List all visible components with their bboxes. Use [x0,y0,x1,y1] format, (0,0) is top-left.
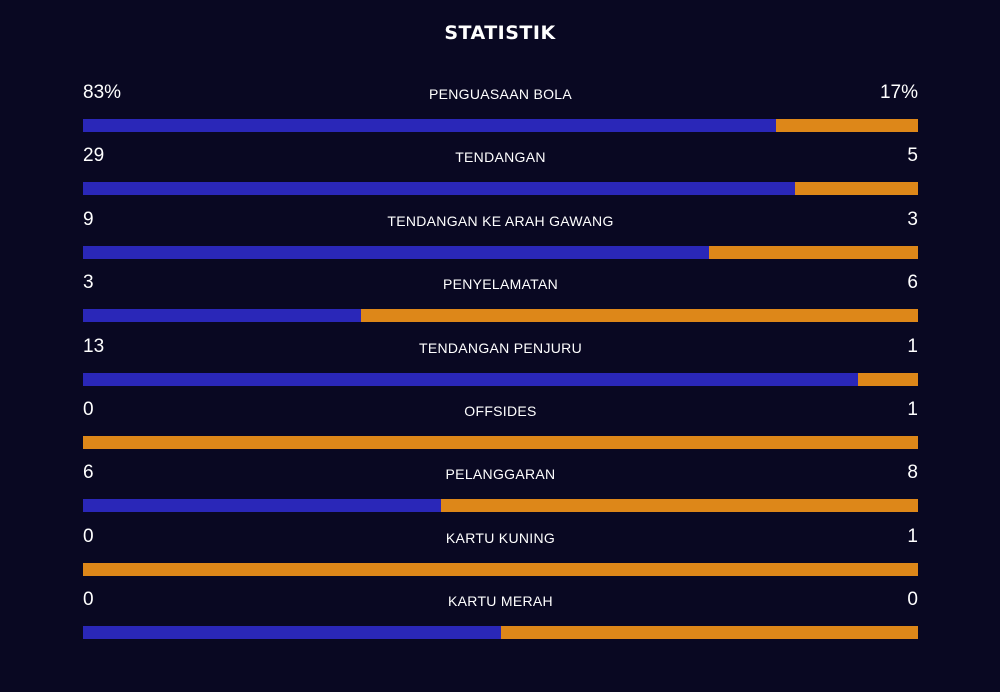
stat-label: PELANGGARAN [445,466,556,483]
stat-label: OFFSIDES [464,402,537,419]
stat-label: PENYELAMATAN [442,276,559,293]
stat-label: TENDANGAN [455,149,546,166]
page-title: STATISTIK [444,22,556,44]
home-value: 0 [83,589,94,611]
away-bar-segment [83,562,918,576]
away-value: 5 [907,145,918,167]
stats-list: 83% PENGUASAAN BOLA 17% 29 TENDANGAN 5 9 TENDAN… [83,80,918,651]
stat-row: 0 OFFSIDES 1 [83,397,918,460]
stat-bar [83,182,918,196]
stat-row: 83% PENGUASAAN BOLA 17% [83,80,918,143]
away-bar-segment [500,626,918,640]
home-value: 0 [83,525,94,547]
away-bar-segment [440,499,918,513]
stat-row: 9 TENDANGAN KE ARAH GAWANG 3 [83,207,918,270]
stat-label: TENDANGAN PENJURU [418,339,582,356]
stat-bar [83,372,918,386]
away-bar-segment [776,119,918,132]
home-value: 83% [83,82,122,103]
stat-row: 0 KARTU KUNING 1 [83,524,918,587]
home-bar-segment [83,499,441,513]
away-value: 17% [879,82,918,103]
away-value: 1 [907,335,918,357]
home-bar-segment [83,119,777,132]
stat-bar [83,309,918,323]
stat-label: KARTU KUNING [445,529,556,546]
stat-label: PENGUASAAN BOLA [429,86,572,102]
stat-row: 3 PENYELAMATAN 6 [83,270,918,333]
home-bar-segment [83,182,796,196]
stat-bar [83,626,918,640]
home-value: 6 [83,462,94,484]
stat-label: KARTU MERAH [448,593,553,610]
stat-row: 0 KARTU MERAH 0 [83,587,918,650]
home-bar-segment [83,309,362,323]
away-value: 1 [907,398,918,420]
away-bar-segment [83,435,918,449]
home-bar-segment [83,245,710,259]
home-value: 13 [83,335,105,357]
away-bar-segment [709,245,918,259]
stat-row: 29 TENDANGAN 5 [83,143,918,206]
home-value: 29 [83,145,105,167]
away-value: 3 [907,208,918,230]
stat-bar [83,119,918,132]
stat-bar [83,245,918,259]
away-bar-segment [361,309,918,323]
stat-bar [83,499,918,513]
away-value: 1 [907,525,918,547]
home-value: 0 [83,398,94,420]
home-bar-segment [83,626,501,640]
away-value: 0 [907,589,918,611]
stat-label: TENDANGAN KE ARAH GAWANG [387,212,614,229]
away-bar-segment [795,182,918,196]
home-bar-segment [83,372,859,386]
away-value: 8 [907,462,918,484]
stat-row: 13 TENDANGAN PENJURU 1 [83,334,918,397]
away-bar-segment [858,372,918,386]
home-value: 3 [83,272,94,294]
away-value: 6 [907,272,918,294]
stat-row: 6 PELANGGARAN 8 [83,460,918,523]
home-value: 9 [83,208,94,230]
stat-bar [83,562,918,576]
stat-bar [83,435,918,449]
